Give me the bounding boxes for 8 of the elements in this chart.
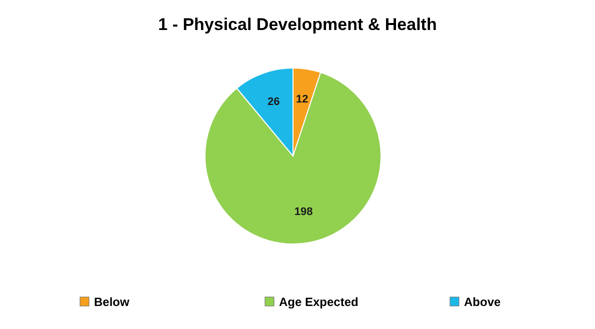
legend-label: Below	[94, 295, 130, 309]
legend-label: Age Expected	[279, 295, 358, 309]
data-label: 198	[294, 206, 313, 218]
data-label: 12	[296, 94, 308, 106]
chart-title: 1 - Physical Development & Health	[158, 15, 437, 34]
data-label: 26	[267, 96, 280, 108]
legend-label: Above	[464, 295, 501, 309]
pie-slice	[204, 72, 382, 244]
